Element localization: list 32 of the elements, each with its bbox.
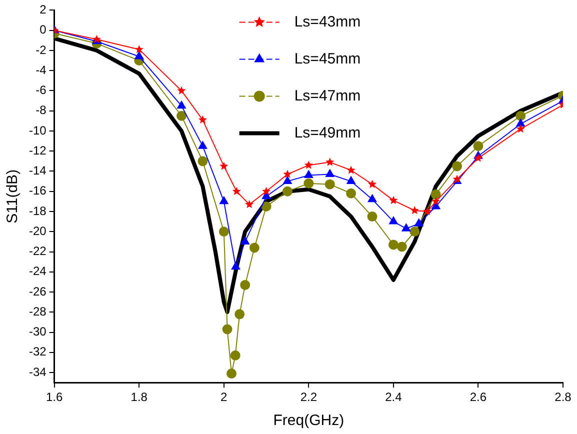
- y-tick-label: -26: [29, 284, 47, 298]
- x-tick-label: 1.8: [130, 390, 148, 404]
- legend-label: Ls=43mm: [294, 13, 361, 30]
- x-tick-label: 2.4: [385, 390, 402, 404]
- y-tick-label: -6: [36, 83, 47, 98]
- x-axis-title: Freq(GHz): [273, 412, 344, 430]
- legend-label: Ls=45mm: [294, 50, 361, 68]
- y-tick-label: -2: [36, 42, 47, 57]
- legend-label: Ls=49mm: [294, 124, 361, 142]
- y-tick-label: -14: [29, 164, 47, 178]
- y-tick-label: -4: [36, 62, 47, 77]
- x-tick-label: 1.6: [46, 390, 64, 404]
- y-tick-label: -10: [29, 123, 47, 138]
- y-tick-label: -30: [29, 324, 47, 339]
- x-tick-label: 2.6: [470, 390, 487, 404]
- y-tick-label: 2: [40, 2, 47, 17]
- y-tick-label: 0: [40, 22, 47, 37]
- x-tick-label: 2.2: [300, 390, 318, 404]
- y-tick-label: -32: [29, 344, 47, 359]
- y-tick-label: -16: [29, 184, 47, 198]
- y-tick-label: -20: [29, 224, 47, 238]
- y-tick-label: -8: [36, 103, 47, 118]
- y-tick-label: -18: [29, 204, 47, 218]
- y-axis-title: S11(dB): [4, 169, 22, 224]
- y-tick-label: -24: [29, 264, 47, 278]
- x-tick-label: 2.8: [554, 390, 572, 404]
- y-tick-label: -22: [29, 244, 47, 258]
- y-tick-label: -34: [29, 364, 47, 379]
- y-tick-label: -28: [29, 304, 47, 318]
- y-tick-label: -12: [29, 143, 47, 158]
- x-tick-label: 2: [220, 390, 228, 404]
- legend-label: Ls=47mm: [294, 87, 361, 104]
